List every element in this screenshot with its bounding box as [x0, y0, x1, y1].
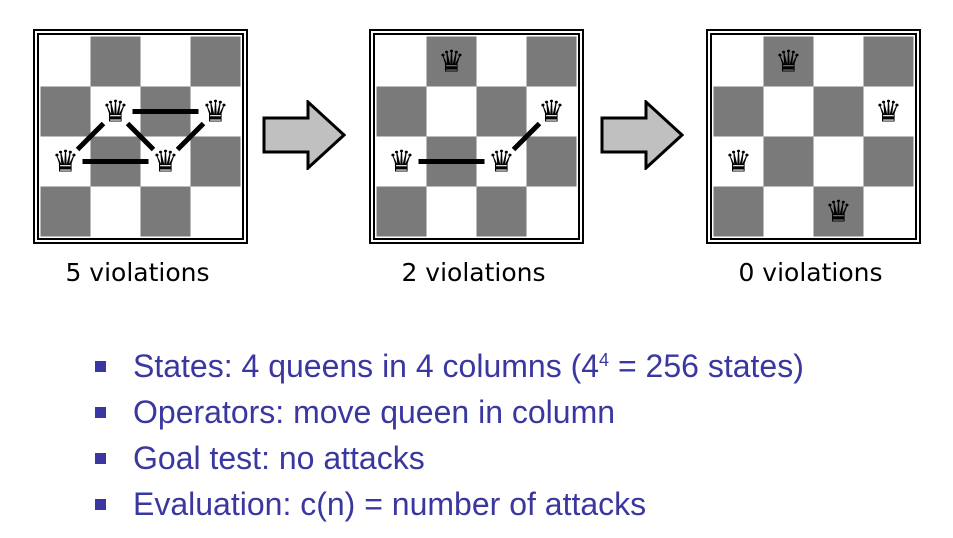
dark-square	[40, 86, 91, 137]
queen-icon: ♛	[875, 95, 902, 130]
board-2-caption: 2 violations	[401, 258, 546, 287]
light-square	[90, 186, 141, 237]
light-square	[190, 186, 241, 237]
attack-line	[125, 121, 156, 152]
light-square	[376, 136, 427, 187]
light-square	[140, 36, 191, 87]
light-square	[376, 36, 427, 87]
dark-square	[813, 186, 864, 237]
bullet-evaluation: Evaluation: c(n) = number of attacks	[95, 481, 804, 527]
dark-square	[376, 86, 427, 137]
bullet-list: States: 4 queens in 4 columns (44 = 256 …	[95, 343, 804, 527]
bullet-square-icon	[95, 407, 106, 418]
queen-icon: ♛	[52, 145, 79, 180]
light-square	[713, 136, 764, 187]
light-square	[40, 36, 91, 87]
queen-icon: ♛	[152, 145, 179, 180]
dark-square	[426, 36, 477, 87]
bullet-square-icon	[95, 361, 106, 372]
dark-square	[713, 86, 764, 137]
attack-line	[75, 121, 106, 152]
light-square	[863, 186, 914, 237]
board-1-caption: 5 violations	[65, 258, 210, 287]
right-arrow-icon	[600, 100, 684, 170]
bullet-square-icon	[95, 499, 106, 510]
light-square	[426, 186, 477, 237]
dark-square	[90, 36, 141, 87]
queen-icon: ♛	[775, 45, 802, 80]
queen-icon: ♛	[388, 145, 415, 180]
bullet-goal-test: Goal test: no attacks	[95, 435, 804, 481]
bullet-operators: Operators: move queen in column	[95, 389, 804, 435]
light-square	[426, 86, 477, 137]
light-square	[763, 86, 814, 137]
bullet-states: States: 4 queens in 4 columns (44 = 256 …	[95, 343, 804, 389]
board-1: ♛ ♛ ♛ ♛	[33, 29, 248, 244]
dark-square	[526, 136, 577, 187]
attack-line	[511, 121, 542, 152]
attack-line	[175, 121, 206, 152]
queen-icon: ♛	[725, 145, 752, 180]
right-arrow-icon	[262, 100, 346, 170]
board-3-caption: 0 violations	[738, 258, 883, 287]
board-inner-frame	[373, 33, 580, 240]
dark-square	[476, 86, 527, 137]
queen-icon: ♛	[202, 95, 229, 130]
light-square	[476, 36, 527, 87]
queen-icon: ♛	[488, 145, 515, 180]
dark-square	[140, 186, 191, 237]
dark-square	[863, 36, 914, 87]
light-square	[713, 36, 764, 87]
queen-icon: ♛	[538, 95, 565, 130]
light-square	[763, 186, 814, 237]
board-inner-frame	[710, 33, 917, 240]
dark-square	[763, 36, 814, 87]
dark-square	[376, 186, 427, 237]
queen-icon: ♛	[102, 95, 129, 130]
light-square	[813, 136, 864, 187]
dark-square	[763, 136, 814, 187]
dark-square	[526, 36, 577, 87]
dark-square	[40, 186, 91, 237]
board-inner-frame	[37, 33, 244, 240]
dark-square	[863, 136, 914, 187]
queen-icon: ♛	[825, 195, 852, 230]
board-2: ♛ ♛ ♛ ♛	[369, 29, 584, 244]
dark-square	[713, 186, 764, 237]
board-3: ♛ ♛ ♛ ♛	[706, 29, 921, 244]
dark-square	[190, 36, 241, 87]
light-square	[863, 86, 914, 137]
light-square	[526, 186, 577, 237]
dark-square	[190, 136, 241, 187]
light-square	[813, 36, 864, 87]
dark-square	[476, 186, 527, 237]
bullet-square-icon	[95, 453, 106, 464]
queen-icon: ♛	[438, 45, 465, 80]
dark-square	[813, 86, 864, 137]
